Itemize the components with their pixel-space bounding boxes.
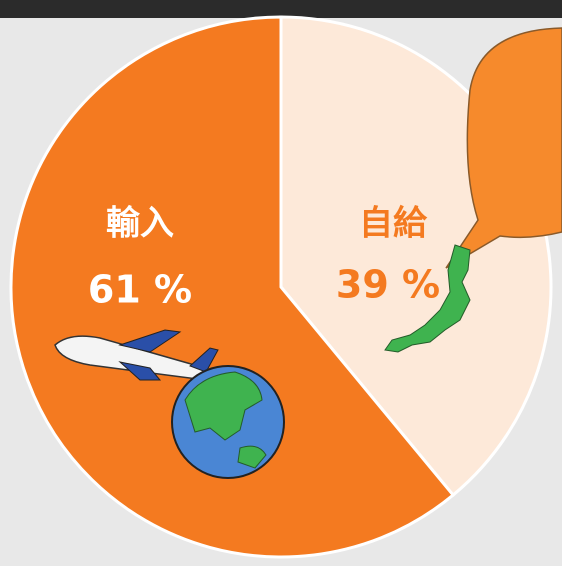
japan-map	[384, 244, 471, 353]
slice-label: 輸入	[106, 204, 174, 244]
pie-slice	[9, 15, 456, 559]
slice-value-label: 61 %	[88, 268, 192, 312]
slice-label: 自給	[359, 204, 428, 244]
globe-icon	[171, 365, 285, 479]
slice-value-label: 39 %	[336, 263, 440, 307]
speech-bubble	[445, 27, 562, 269]
